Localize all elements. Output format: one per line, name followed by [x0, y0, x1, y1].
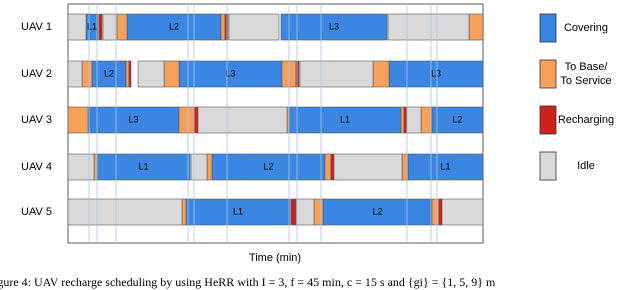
legend-swatch — [539, 105, 557, 135]
segment — [181, 198, 187, 226]
segment-label: L3 — [329, 21, 339, 31]
legend-label: To Service — [560, 75, 611, 87]
segment — [178, 60, 283, 88]
segment — [67, 106, 89, 134]
segment — [333, 153, 403, 181]
segment — [163, 60, 180, 88]
segment — [407, 153, 484, 181]
segment-label: L1 — [440, 161, 450, 171]
segment — [387, 13, 470, 41]
row-label: UAV 5 — [21, 206, 52, 218]
row-label: UAV 1 — [21, 21, 52, 33]
segment — [403, 106, 408, 134]
segment — [228, 13, 280, 41]
segment — [438, 198, 443, 226]
x-axis-label: Time (min) — [249, 252, 301, 264]
legend-label: Recharging — [558, 114, 614, 126]
segment — [190, 153, 208, 181]
segment — [197, 106, 288, 134]
segment — [126, 13, 222, 41]
segment — [220, 13, 226, 41]
segment — [431, 198, 440, 226]
segment — [468, 13, 484, 41]
segment — [128, 60, 132, 88]
legend-label: Idle — [577, 160, 595, 172]
segment — [193, 106, 199, 134]
segment-label: L2 — [372, 206, 382, 216]
segment-label: L3 — [128, 114, 138, 124]
legend-swatch — [539, 59, 557, 89]
segment — [372, 60, 390, 88]
row-label: UAV 2 — [21, 68, 52, 80]
segment — [93, 153, 98, 181]
segment — [324, 153, 332, 181]
segment — [406, 106, 422, 134]
segment-label: L1 — [340, 114, 350, 124]
legend-swatch — [539, 151, 557, 181]
segment — [185, 198, 291, 226]
segment — [224, 13, 229, 41]
segment — [288, 106, 402, 134]
segment-label: L2 — [104, 68, 114, 78]
caption: igure 4: UAV recharge scheduling by usin… — [0, 275, 496, 289]
segment-label: L2 — [169, 21, 179, 31]
segment — [67, 153, 95, 181]
segment — [81, 60, 93, 88]
segment — [116, 13, 128, 41]
segment — [67, 60, 83, 88]
segment — [67, 13, 87, 41]
segment — [137, 60, 165, 88]
segment — [125, 60, 130, 88]
row-label: UAV 4 — [21, 161, 52, 173]
segment-label: L3 — [225, 68, 235, 78]
row-label: UAV 3 — [21, 114, 52, 126]
segment — [420, 106, 433, 134]
segment — [206, 153, 213, 181]
segment — [299, 60, 374, 88]
segment — [295, 60, 300, 88]
segment — [400, 106, 405, 134]
segment — [431, 106, 484, 134]
legend-swatch — [539, 13, 557, 43]
segment — [98, 13, 103, 41]
segment-label: L1 — [138, 161, 148, 171]
segment — [313, 198, 324, 226]
segment — [178, 106, 195, 134]
legend-label: To Base/ — [565, 61, 609, 73]
segment-label: L3 — [431, 68, 441, 78]
segment-label: L2 — [452, 114, 462, 124]
segment — [67, 198, 183, 226]
segment — [102, 13, 117, 41]
legend-label: Covering — [564, 22, 608, 34]
segment — [295, 198, 315, 226]
segment — [290, 198, 297, 226]
segment — [330, 153, 335, 181]
segment-label: L2 — [263, 161, 273, 171]
segment — [96, 153, 191, 181]
segment — [280, 13, 388, 41]
segment-label: L1 — [233, 206, 243, 216]
segment — [441, 198, 484, 226]
segment — [87, 106, 180, 134]
segment-label: L1 — [87, 21, 97, 31]
segment — [388, 60, 484, 88]
